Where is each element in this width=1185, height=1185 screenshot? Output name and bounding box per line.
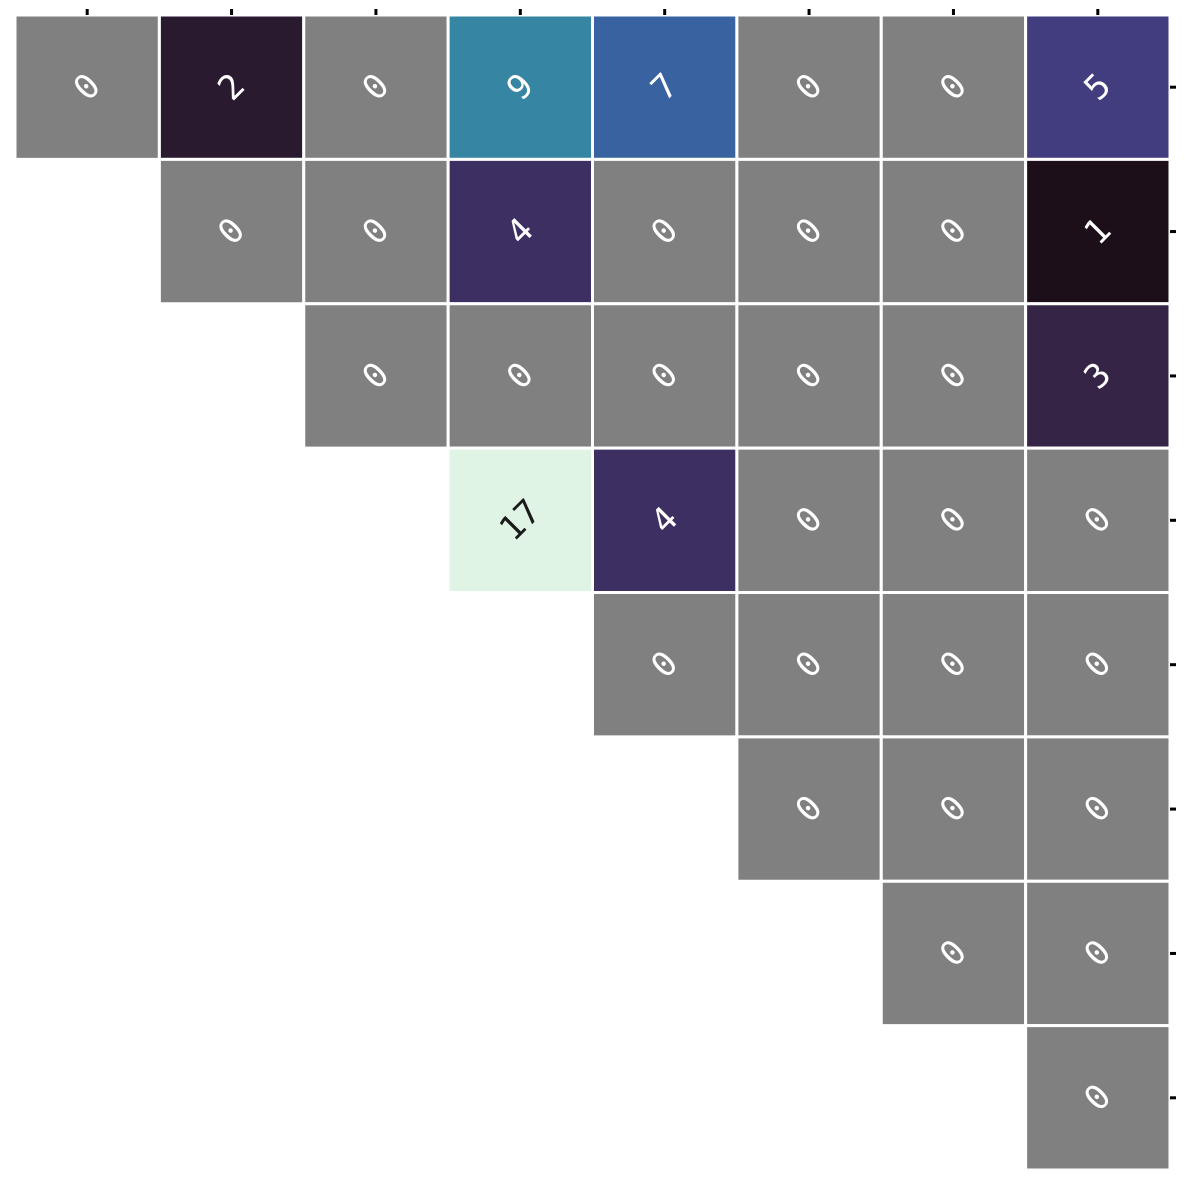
heatmap-cell-r7-c7 (1024, 1024, 1172, 1172)
heatmap-cell-r2-c4 (591, 302, 739, 450)
heatmap-cells: 0 2 0 9 7 0 0 50 0 4 0 0 0 10 0 0 0 0 317 4 0 0 00 0 0 00 0 00 00 (13, 13, 1172, 1172)
heatmap-cell-r3-c3 (446, 446, 594, 594)
heatmap-cell-r2-c7 (1024, 302, 1172, 450)
heatmap-cell-r0-c0 (13, 13, 161, 161)
heatmap-cell-r2-c5 (735, 302, 883, 450)
heatmap-cell-r5-c6 (879, 735, 1028, 883)
heatmap-cell-r6-c6 (879, 879, 1028, 1028)
heatmap-cell-r1-c1 (157, 157, 306, 306)
heatmap-cell-r4-c6 (879, 591, 1028, 739)
heatmap-cell-r4-c4 (591, 591, 739, 739)
heatmap-cell-r5-c7 (1024, 735, 1172, 883)
heatmap-cell-r1-c7 (1024, 157, 1172, 306)
y-axis-ticks (1170, 85, 1176, 1100)
heatmap-cell-r3-c4 (591, 446, 739, 594)
heatmap-cell-r1-c5 (735, 157, 883, 306)
x-axis-ticks (85, 9, 1100, 15)
heatmap-cell-r0-c7 (1024, 13, 1172, 161)
heatmap-cell-r1-c6 (879, 157, 1028, 306)
heatmap-cell-r2-c3 (446, 302, 594, 450)
heatmap-cell-r6-c7 (1024, 879, 1172, 1028)
heatmap-cell-r4-c5 (735, 591, 883, 739)
